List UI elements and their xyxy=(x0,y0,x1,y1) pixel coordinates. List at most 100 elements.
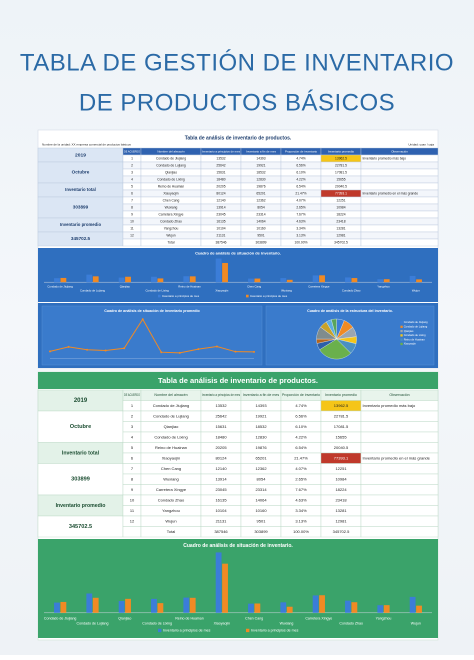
cell-text: Condado de Lujiang xyxy=(153,413,189,418)
cell-text: 4.74% xyxy=(296,156,305,160)
cell-text: 3.34% xyxy=(296,226,305,230)
cell-text: 12362 xyxy=(255,466,267,471)
bar xyxy=(183,597,190,613)
cell-text: 19921 xyxy=(256,163,265,167)
cell-text: 22781.5 xyxy=(334,413,349,418)
cell-text: 6 xyxy=(131,455,134,460)
cell-text: 14064 xyxy=(255,497,267,502)
x-label: Chen Cang xyxy=(245,617,263,621)
legend-swatch xyxy=(400,342,403,346)
cell-text: 21131 xyxy=(217,233,226,237)
cell-text: 9 xyxy=(131,212,133,216)
cell-text: 19876 xyxy=(256,184,265,188)
summary-text: Inventario promedio xyxy=(60,222,102,227)
cell-text: 12830 xyxy=(255,434,267,439)
card-title: Tabla de análisis de inventario de produ… xyxy=(158,376,318,385)
table-cell xyxy=(360,421,439,433)
bar xyxy=(157,278,164,283)
cell-text: 6 xyxy=(131,191,133,195)
cell-text: 9501 xyxy=(257,518,267,523)
x-label: Carretera Xingye xyxy=(308,285,330,289)
cell-text: 9 xyxy=(131,487,134,492)
cell-text: 80124 xyxy=(216,191,225,195)
x-label: Yangzhou xyxy=(376,617,392,621)
cell-text: Xiaoyaojin xyxy=(162,455,180,460)
legend-label: Condado de Lujiang xyxy=(404,325,428,329)
cell-text: 14064 xyxy=(256,219,265,223)
cell-text: 7 xyxy=(131,466,134,471)
cell-text: 7 xyxy=(131,198,133,202)
column-header: Inventario promedio xyxy=(328,149,354,153)
cell-text: 13281 xyxy=(335,508,347,513)
table-cell xyxy=(360,484,439,496)
cell-text: 10104 xyxy=(215,508,227,513)
cell-text: Chen Cang xyxy=(161,466,181,471)
cell-text: Condado de Jiujiang xyxy=(156,156,186,160)
x-label: Condado de Jiujiang xyxy=(47,285,73,289)
unit: Unidad: yuan / caja xyxy=(408,142,434,146)
chart-title: Cuadro de análisis de la estructura del … xyxy=(307,309,393,313)
cell-text: 18532 xyxy=(256,170,265,174)
cell-text: 7.67% xyxy=(295,487,307,492)
x-label: Condado de Lixing xyxy=(142,622,172,626)
bar xyxy=(215,258,222,283)
cell-text: Total xyxy=(167,529,176,534)
cell-text: 10160 xyxy=(256,226,265,230)
bar xyxy=(312,275,319,283)
cell-text: 20040.5 xyxy=(334,445,349,450)
cell-text: 6.56% xyxy=(296,163,305,167)
bar xyxy=(409,596,416,613)
cell-text: Qianjiao xyxy=(165,170,177,174)
cell-text: 4 xyxy=(131,434,134,439)
cell-text: 19921 xyxy=(255,413,267,418)
cell-text: 6.54% xyxy=(295,445,307,450)
point xyxy=(49,350,51,353)
column-header: Inventario a fin de mes xyxy=(243,393,280,397)
x-label: Wujun xyxy=(411,622,421,626)
table-cell xyxy=(360,168,439,177)
cell-text: 12251 xyxy=(336,198,345,202)
legend-label: Inventario a principios de mes xyxy=(163,628,211,632)
table-cell xyxy=(360,224,439,233)
cell-text: 14393 xyxy=(256,156,265,160)
cell-text: 11 xyxy=(130,226,134,230)
card-header xyxy=(38,372,438,389)
cell-text: 20205 xyxy=(216,184,225,188)
cell-text: 20205 xyxy=(215,445,227,450)
line xyxy=(49,318,255,354)
summary-text: 2019 xyxy=(75,152,86,158)
cell-text: 11 xyxy=(130,508,135,513)
column-header: Observación xyxy=(391,149,408,153)
cell-text: 25642 xyxy=(216,163,225,167)
cell-text: 4.63% xyxy=(295,497,307,502)
pie-slice xyxy=(331,318,337,340)
cell-text: 6.54% xyxy=(296,184,305,188)
point xyxy=(253,350,255,353)
cell-text: Reino de Huainan xyxy=(155,445,187,450)
bar xyxy=(383,605,390,613)
legend-swatch xyxy=(400,325,403,328)
bar xyxy=(222,563,228,613)
cell-text: 12362 xyxy=(256,198,265,202)
page-title: DE PRODUCTOS BÁSICOS xyxy=(79,89,395,116)
legend-swatch xyxy=(400,321,403,324)
x-label: Yangzhou xyxy=(377,285,390,289)
card-title: Tabla de análisis de inventario de produ… xyxy=(185,135,292,141)
point xyxy=(67,345,70,348)
cell-text: 6.10% xyxy=(296,170,305,174)
column-header: Nombre del almacén xyxy=(157,149,185,153)
legend-label: Condado de Jiujiang xyxy=(404,320,428,324)
bar xyxy=(86,274,93,283)
legend-swatch xyxy=(400,338,403,341)
cell-text: 15631 xyxy=(215,424,227,429)
bar xyxy=(125,598,131,613)
table-cell xyxy=(360,161,439,170)
cell-text: Condado de Jiujiang xyxy=(153,403,189,408)
cell-text: 65201 xyxy=(256,191,265,195)
cell-text: 23418 xyxy=(336,219,345,223)
x-label: Condado Zhao xyxy=(342,289,361,293)
table-cell xyxy=(360,217,439,226)
cell-text: 21131 xyxy=(216,518,228,523)
summary-cell xyxy=(37,463,124,496)
cell-text: 13532 xyxy=(215,403,227,408)
